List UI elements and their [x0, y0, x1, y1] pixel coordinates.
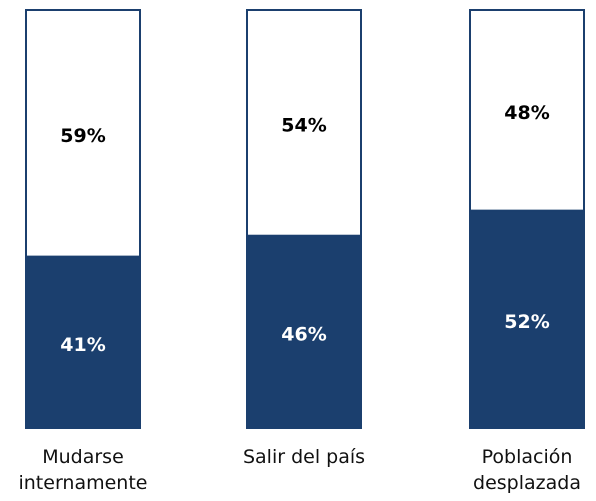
- value-label: 46%: [281, 323, 326, 345]
- value-label: 48%: [504, 102, 549, 124]
- bar-segment: [469, 209, 585, 429]
- value-label: 52%: [504, 311, 549, 333]
- bar-segment: [469, 9, 585, 212]
- bar-segment: [246, 9, 362, 237]
- value-label: 59%: [60, 125, 105, 147]
- value-label: 41%: [60, 334, 105, 356]
- category-label: Mudarse internamente: [18, 446, 148, 494]
- category-label: Salir del país: [242, 446, 366, 468]
- bar-segment: [25, 255, 141, 429]
- value-label: 54%: [281, 114, 326, 136]
- category-label: Población desplazada: [473, 446, 581, 494]
- bar-segment: [25, 9, 141, 258]
